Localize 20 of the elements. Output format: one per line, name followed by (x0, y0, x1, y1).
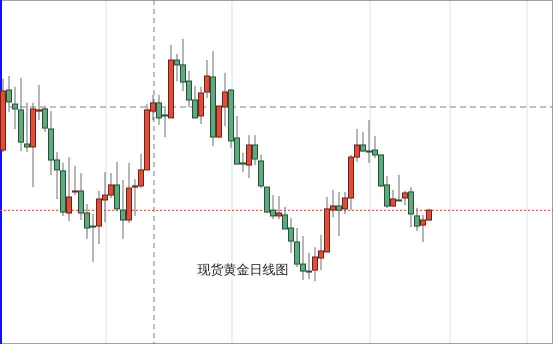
candlestick (204, 60, 210, 99)
candlestick (66, 156, 72, 222)
candlestick (396, 174, 402, 202)
candlestick (246, 134, 252, 178)
candlestick (42, 106, 48, 132)
candlestick (414, 207, 420, 232)
annotation: 现货黄金日线图 (198, 263, 288, 278)
candlestick (72, 166, 78, 196)
candlestick (390, 190, 396, 208)
candlestick (408, 186, 414, 228)
candlestick (402, 190, 408, 206)
candlestick (198, 86, 204, 124)
candlestick (6, 76, 12, 113)
candlestick (252, 134, 258, 166)
candlestick (12, 86, 18, 130)
candlestick (114, 161, 120, 211)
candlestick (336, 191, 342, 236)
candlestick (276, 196, 282, 220)
candlestick (24, 102, 30, 153)
candlestick (120, 180, 126, 240)
